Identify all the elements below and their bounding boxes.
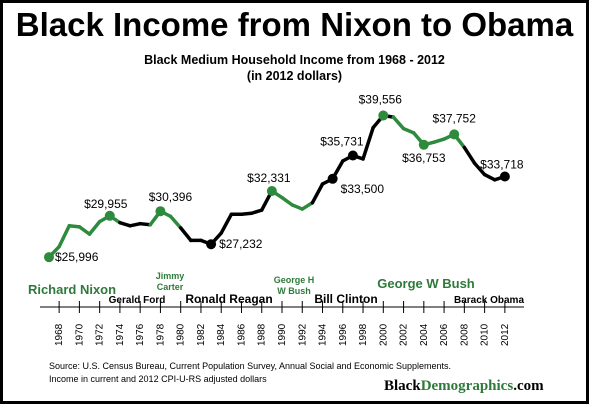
line-segment-1970 xyxy=(77,225,92,236)
x-tick-label-1974: 1974 xyxy=(115,323,126,346)
line-segment-1993 xyxy=(310,182,325,205)
x-tick-label-1984: 1984 xyxy=(216,323,227,346)
x-tick-label-2008: 2008 xyxy=(459,323,470,346)
point-label-2007: $37,752 xyxy=(433,111,477,125)
x-tick-label-2000: 2000 xyxy=(378,323,389,346)
line-segment-1984 xyxy=(219,212,234,235)
president-label-6: George W Bush xyxy=(377,276,475,291)
x-tick-label-1990: 1990 xyxy=(277,323,288,346)
adjustment-note: Income in current and 2012 CPI-U-RS adju… xyxy=(49,374,267,384)
x-tick-label-1978: 1978 xyxy=(155,323,166,346)
line-segment-1980 xyxy=(178,226,193,243)
x-tick-label-1976: 1976 xyxy=(135,323,146,346)
president-label-2: Jimmy xyxy=(156,271,185,281)
point-label-1967: $25,996 xyxy=(55,250,99,264)
x-tick-label-2006: 2006 xyxy=(439,323,450,346)
point-label-1997: $35,731 xyxy=(320,134,364,148)
line-segment-1990 xyxy=(280,195,294,207)
chart-subtitle-units: (in 2012 dollars) xyxy=(246,69,343,83)
point-label-2012: $33,718 xyxy=(480,158,524,172)
x-tick-label-1972: 1972 xyxy=(95,323,106,346)
point-marker-1978 xyxy=(155,206,166,217)
point-label-1983: $27,232 xyxy=(219,237,263,251)
point-marker-1997 xyxy=(347,150,358,161)
president-label-7: Barack Obama xyxy=(454,295,524,306)
chart-subtitle: Black Medium Household Income from 1968 … xyxy=(144,53,445,67)
point-label-1995: $33,500 xyxy=(341,182,385,196)
x-tick-label-2004: 2004 xyxy=(419,323,430,346)
point-marker-1995 xyxy=(327,173,338,184)
x-tick-label-1986: 1986 xyxy=(236,323,247,346)
president-label-line2-2: Carter xyxy=(157,282,184,292)
point-label-1989: $32,331 xyxy=(247,171,291,185)
president-label-5: Bill Clinton xyxy=(314,292,377,306)
president-label-3: Ronald Reagan xyxy=(185,292,272,306)
line-segment-1987 xyxy=(249,208,264,215)
x-tick-label-2002: 2002 xyxy=(399,323,410,346)
line-segment-2008 xyxy=(462,145,477,165)
x-tick-label-1996: 1996 xyxy=(338,323,349,346)
president-label-line2-4: W Bush xyxy=(277,286,311,296)
point-marker-2000 xyxy=(378,110,389,121)
line-segment-2005 xyxy=(432,137,446,144)
line-segment-1979 xyxy=(168,214,183,230)
line-segment-2001 xyxy=(391,115,406,131)
x-tick-label-2010: 2010 xyxy=(480,323,491,346)
source-note: Source: U.S. Census Bureau, Current Popu… xyxy=(49,361,452,371)
point-marker-1973 xyxy=(104,210,115,221)
line-segment-1968 xyxy=(57,224,72,249)
x-tick-label-2012: 2012 xyxy=(500,323,511,346)
president-label-4: George H xyxy=(274,275,315,285)
point-label-2004: $36,753 xyxy=(402,151,446,165)
x-tick-label-1992: 1992 xyxy=(297,323,308,346)
line-segment-1974 xyxy=(118,220,132,228)
brand-logo: BlackDemographics.com xyxy=(384,378,544,394)
point-label-1973: $29,955 xyxy=(84,197,128,211)
x-tick-label-1980: 1980 xyxy=(176,323,187,346)
president-label-0: Richard Nixon xyxy=(28,282,116,297)
line-segment-1992 xyxy=(300,201,315,211)
line-segment-1998 xyxy=(361,125,375,161)
x-tick-label-1988: 1988 xyxy=(257,323,268,346)
x-tick-label-1998: 1998 xyxy=(358,323,369,346)
line-segment-2009 xyxy=(472,161,487,177)
point-label-2000: $39,556 xyxy=(359,93,403,107)
line-segment-1971 xyxy=(87,219,102,236)
point-label-1978: $30,396 xyxy=(149,190,193,204)
point-marker-2007 xyxy=(449,129,460,140)
line-segment-2010 xyxy=(482,172,497,182)
point-marker-2004 xyxy=(418,139,429,150)
point-marker-1967 xyxy=(44,252,54,263)
point-marker-2012 xyxy=(499,171,510,182)
point-marker-1983 xyxy=(206,239,217,250)
line-segment-2002 xyxy=(401,126,416,135)
x-tick-label-1982: 1982 xyxy=(196,323,207,346)
x-tick-label-1970: 1970 xyxy=(74,323,85,346)
point-marker-1989 xyxy=(266,185,277,196)
x-tick-label-1968: 1968 xyxy=(54,323,65,346)
x-tick-label-1994: 1994 xyxy=(318,323,329,346)
chart-title: Black Income from Nixon to Obama xyxy=(15,6,574,43)
line-segment-1991 xyxy=(290,203,305,211)
president-label-1: Gerald Ford xyxy=(109,295,166,306)
